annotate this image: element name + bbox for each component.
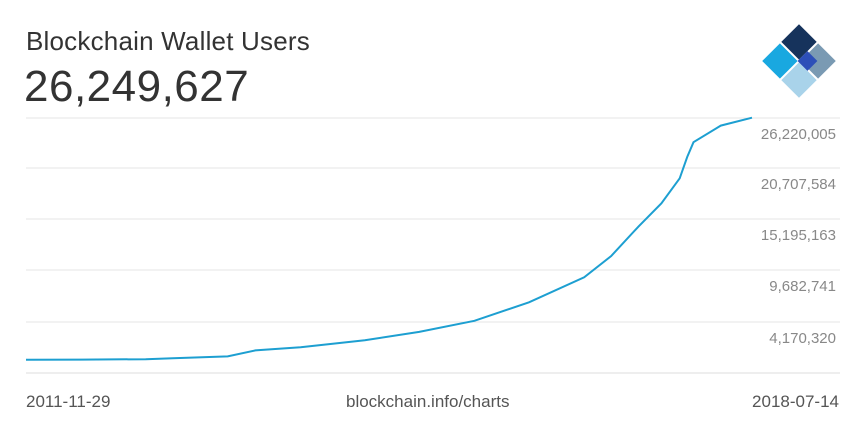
source-label: blockchain.info/charts: [346, 392, 510, 411]
y-tick-label: 4,170,320: [769, 330, 836, 347]
y-tick-label: 9,682,741: [769, 278, 836, 295]
series-line: [25, 116, 753, 361]
x-axis-start-label: 2011-11-29: [26, 392, 111, 411]
chart-title: Blockchain Wallet Users: [26, 26, 310, 56]
x-axis-end-label: 2018-07-14: [752, 392, 839, 411]
blockchain-logo-icon: [762, 24, 836, 98]
current-value: 26,249,627: [24, 62, 250, 111]
y-tick-label: 15,195,163: [761, 227, 836, 244]
y-tick-label: 26,220,005: [761, 126, 836, 143]
y-axis-labels: 4,170,320 9,682,741 15,195,163 20,707,584 26…: [761, 126, 836, 347]
grid-lines: [26, 117, 840, 374]
y-tick-label: 20,707,584: [761, 176, 836, 193]
